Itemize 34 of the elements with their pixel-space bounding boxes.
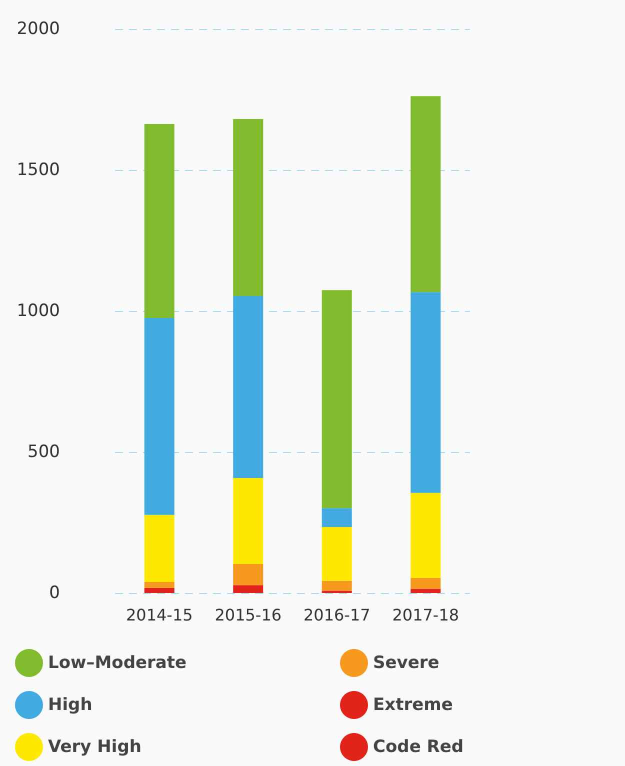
y-tick-label: 0 (49, 583, 60, 603)
bar (410, 96, 441, 292)
y-tick-label: 1500 (16, 160, 60, 180)
legend-label: Very High (48, 737, 142, 757)
bar (322, 508, 352, 528)
legend-label: Code Red (373, 737, 464, 757)
legend-label: Extreme (373, 695, 453, 715)
x-tick-label: 2016-17 (303, 606, 370, 624)
bar (410, 492, 441, 578)
bar (233, 564, 264, 586)
bar (410, 292, 441, 493)
bar (322, 290, 352, 508)
y-tick-label: 500 (28, 442, 60, 462)
bar (322, 580, 352, 591)
bar (144, 588, 174, 593)
bar (410, 578, 441, 589)
bar (144, 318, 174, 515)
legend-label: Severe (373, 653, 440, 673)
bar (233, 296, 264, 478)
bar (233, 118, 264, 296)
legend-label: High (48, 695, 92, 715)
bar (322, 527, 352, 581)
x-tick-label: 2014-15 (126, 606, 193, 624)
bar (144, 582, 174, 588)
x-tick-label: 2017-18 (392, 606, 460, 624)
bar (233, 585, 264, 593)
x-tick-label: 2015-16 (214, 606, 282, 624)
y-tick-label: 1000 (16, 301, 60, 321)
bar (144, 124, 174, 318)
bar (144, 514, 174, 582)
legend-label: Low–Moderate (48, 653, 187, 673)
bar (233, 478, 264, 564)
bar (410, 588, 441, 593)
y-tick-label: 2000 (16, 19, 60, 39)
